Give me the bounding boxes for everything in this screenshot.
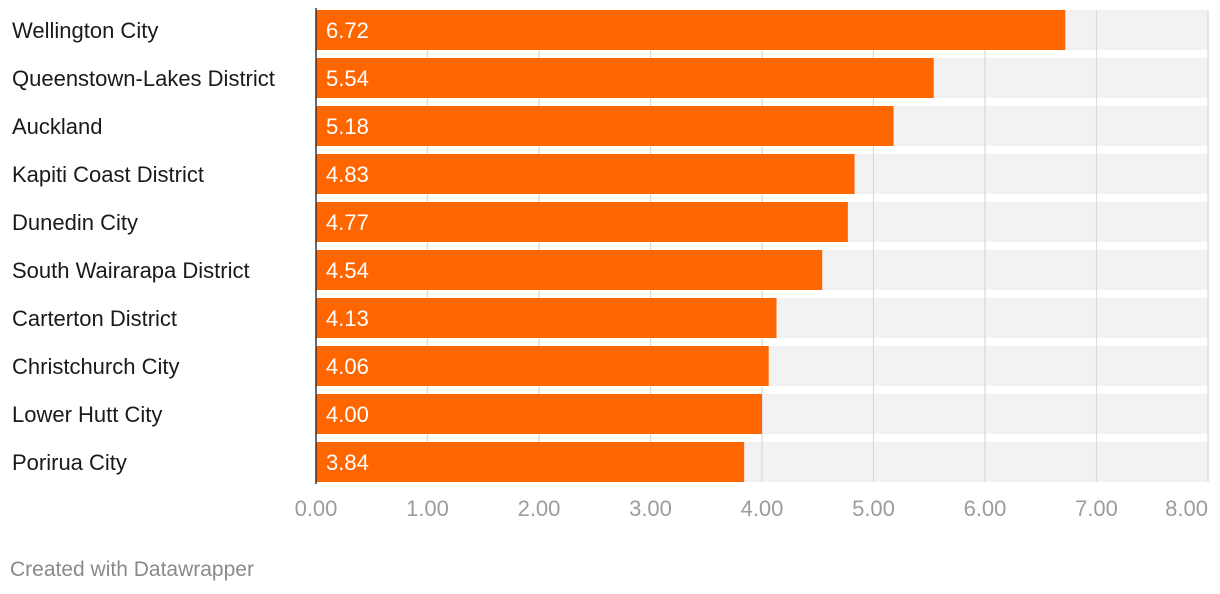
x-tick-label: 6.00 xyxy=(964,496,1007,521)
value-label: 4.00 xyxy=(326,402,369,427)
category-label: Dunedin City xyxy=(12,210,138,235)
bar xyxy=(316,154,855,194)
x-tick-labels: 0.00 1.00 2.00 3.00 4.00 5.00 6.00 7.00 8.00 xyxy=(295,496,1208,521)
value-label: 4.13 xyxy=(326,306,369,331)
x-tick-label: 4.00 xyxy=(741,496,784,521)
value-label: 5.18 xyxy=(326,114,369,139)
bar xyxy=(316,58,934,98)
x-tick-label: 5.00 xyxy=(852,496,895,521)
bar xyxy=(316,106,894,146)
x-tick-label: 3.00 xyxy=(629,496,672,521)
category-label: Auckland xyxy=(12,114,103,139)
bar-chart: Wellington City Queenstown-Lakes District… xyxy=(12,8,1209,521)
x-tick-label: 1.00 xyxy=(406,496,449,521)
x-tick-label: 8.00 xyxy=(1165,496,1208,521)
value-labels: 6.72 5.54 5.18 4.83 4.77 4.54 4.13 4.06 4.00 3.84 xyxy=(326,18,369,475)
x-tick-label: 0.00 xyxy=(295,496,338,521)
value-label: 3.84 xyxy=(326,450,369,475)
category-label: Lower Hutt City xyxy=(12,402,162,427)
category-labels: Wellington City Queenstown-Lakes District… xyxy=(12,18,275,475)
category-label: Porirua City xyxy=(12,450,127,475)
bar xyxy=(316,394,762,434)
x-tick-label: 7.00 xyxy=(1075,496,1118,521)
value-label: 4.83 xyxy=(326,162,369,187)
category-label: South Wairarapa District xyxy=(12,258,250,283)
x-tick-label: 2.00 xyxy=(518,496,561,521)
value-label: 4.77 xyxy=(326,210,369,235)
bar xyxy=(316,346,769,386)
bar xyxy=(316,10,1066,50)
category-label: Wellington City xyxy=(12,18,158,43)
category-label: Christchurch City xyxy=(12,354,179,379)
value-label: 6.72 xyxy=(326,18,369,43)
bar xyxy=(316,442,745,482)
bar xyxy=(316,298,777,338)
value-label: 4.54 xyxy=(326,258,369,283)
bars xyxy=(316,10,1066,482)
bar xyxy=(316,250,823,290)
category-label: Queenstown-Lakes District xyxy=(12,66,275,91)
value-label: 5.54 xyxy=(326,66,369,91)
category-label: Kapiti Coast District xyxy=(12,162,204,187)
bar xyxy=(316,202,848,242)
value-label: 4.06 xyxy=(326,354,369,379)
credit-text: Created with Datawrapper xyxy=(10,558,254,581)
category-label: Carterton District xyxy=(12,306,177,331)
